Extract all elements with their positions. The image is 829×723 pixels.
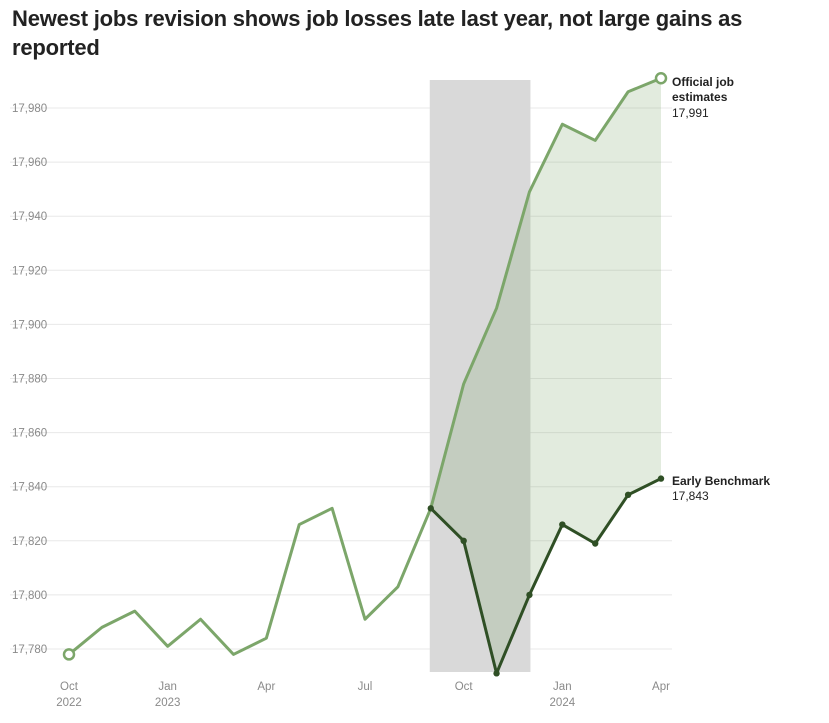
early-benchmark-point bbox=[657, 475, 665, 482]
x-tick-year-label: 2023 bbox=[155, 697, 181, 709]
early-benchmark-point bbox=[526, 591, 533, 599]
official-label-line1: Official job bbox=[672, 75, 734, 89]
y-tick-label: 17,920 bbox=[12, 265, 47, 277]
early-benchmark-point bbox=[427, 505, 434, 512]
x-tick-label: Jan bbox=[553, 681, 572, 693]
benchmark-label: Early Benchmark bbox=[672, 474, 770, 488]
chart-title: Newest jobs revision shows job losses la… bbox=[12, 6, 743, 60]
y-tick-label: 17,960 bbox=[12, 157, 47, 169]
official-label-line2: estimates bbox=[672, 90, 728, 104]
benchmark-end-value: 17,843 bbox=[672, 489, 709, 503]
early-benchmark-line bbox=[429, 477, 663, 675]
official-estimates-endpoint bbox=[62, 648, 76, 661]
x-tick-label: Apr bbox=[652, 681, 670, 693]
official-estimates-line bbox=[67, 76, 663, 656]
x-tick-year-label: 2024 bbox=[550, 697, 576, 709]
early-benchmark-point bbox=[559, 521, 566, 528]
early-benchmark-point bbox=[592, 540, 599, 547]
highlight-band bbox=[429, 80, 531, 672]
x-tick-label: Jul bbox=[358, 681, 373, 693]
early-benchmark-point bbox=[493, 670, 500, 677]
y-tick-label: 17,840 bbox=[12, 482, 47, 494]
y-tick-label: 17,800 bbox=[12, 590, 47, 602]
official-end-value: 17,991 bbox=[672, 106, 709, 120]
y-tick-label: 17,880 bbox=[12, 374, 47, 386]
highlight-period bbox=[429, 80, 531, 672]
y-tick-label: 17,860 bbox=[12, 428, 47, 440]
x-tick-label: Oct bbox=[60, 681, 79, 693]
x-tick-label: Oct bbox=[455, 681, 474, 693]
x-axis-ticks: Oct 2022 Jan 2023 Apr Jul Oct Jan 2024 Apr bbox=[56, 681, 670, 709]
series-lines bbox=[62, 71, 668, 677]
gap-fill bbox=[430, 78, 661, 674]
y-tick-label: 17,780 bbox=[12, 644, 47, 656]
official-estimates-endpoint bbox=[654, 71, 668, 85]
x-tick-year-label: 2022 bbox=[56, 697, 82, 709]
x-tick-label: Apr bbox=[257, 681, 275, 693]
y-axis-ticks: 17,780 17,800 17,820 17,840 17,860 17,880 17,9… bbox=[12, 103, 47, 656]
y-tick-label: 17,820 bbox=[12, 536, 47, 548]
gridlines bbox=[10, 107, 672, 650]
early-benchmark-point bbox=[624, 491, 632, 499]
early-benchmark-point bbox=[460, 537, 467, 544]
x-tick-label: Jan bbox=[158, 681, 177, 693]
y-tick-label: 17,940 bbox=[12, 211, 47, 223]
y-tick-label: 17,980 bbox=[12, 103, 47, 115]
gap-area bbox=[430, 78, 661, 674]
y-tick-label: 17,900 bbox=[12, 319, 47, 331]
